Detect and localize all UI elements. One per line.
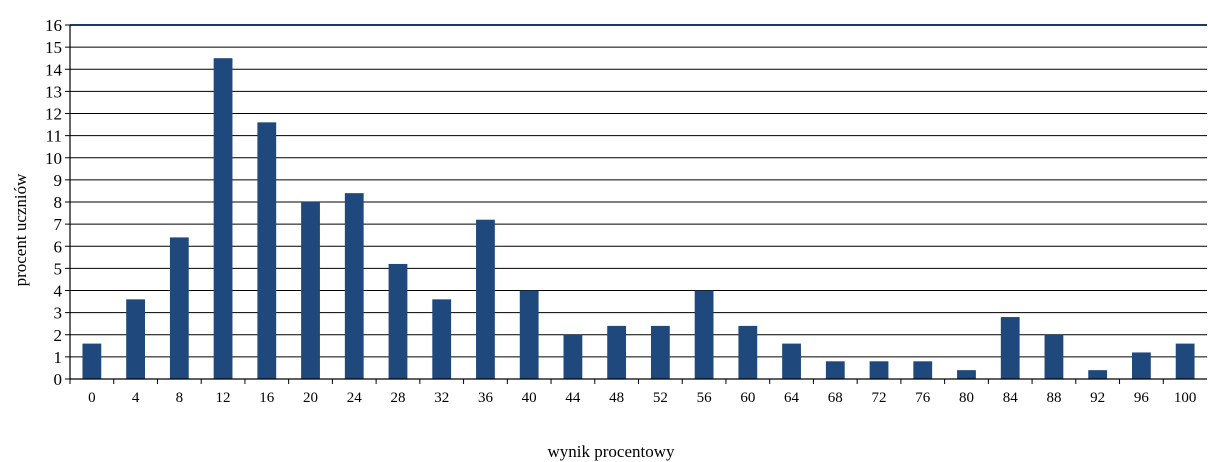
x-tick-label: 84	[1003, 390, 1019, 406]
x-tick-label: 28	[390, 390, 405, 406]
bar-88	[1044, 334, 1064, 379]
bar-92	[1088, 370, 1108, 379]
bar-80	[957, 370, 976, 379]
bar-16	[257, 122, 277, 379]
y-tick-label: 2	[54, 326, 63, 345]
x-tick-label: 36	[478, 390, 494, 406]
y-tick-label: 6	[54, 237, 63, 256]
x-tick-label: 60	[740, 390, 755, 406]
bar-48	[607, 325, 627, 379]
gridlines	[70, 24, 1207, 358]
y-tick-label: 14	[45, 60, 63, 79]
bar-52	[650, 325, 670, 379]
x-tick-label: 20	[303, 390, 318, 406]
bars	[82, 58, 1195, 379]
x-tick-label: 72	[872, 390, 887, 406]
x-tick-label: 48	[609, 390, 624, 406]
bar-24	[344, 193, 364, 379]
y-tick-label: 16	[45, 16, 62, 35]
bar-4	[126, 299, 145, 379]
y-tick-label: 0	[54, 370, 63, 389]
y-tick-label: 9	[54, 171, 63, 190]
x-axis-ticks: 0 4 8 12 16 20 24 28 32 36 40 44 48 52 56 60 64 68 72 76 80 8…	[69, 379, 1197, 406]
bar-40	[519, 290, 539, 379]
bar-32	[432, 299, 452, 379]
bar-44	[563, 334, 583, 379]
bar-56	[694, 290, 714, 379]
x-tick-label: 16	[259, 390, 275, 406]
bar-36	[476, 219, 495, 379]
bar-0	[82, 343, 102, 379]
bar-8	[169, 237, 189, 379]
x-tick-label: 76	[915, 390, 931, 406]
y-tick-label: 4	[54, 282, 63, 301]
x-tick-label: 52	[653, 390, 668, 406]
x-tick-label: 56	[697, 390, 713, 406]
x-tick-label: 12	[216, 390, 231, 406]
bar-84	[1000, 317, 1020, 379]
y-tick-label: 5	[54, 259, 63, 278]
y-tick-label: 3	[54, 304, 63, 323]
bar-72	[869, 361, 889, 379]
bar-20	[301, 202, 320, 379]
bar-12	[213, 58, 233, 379]
x-tick-label: 64	[784, 390, 800, 406]
x-tick-label: 80	[959, 390, 974, 406]
x-tick-label: 4	[132, 390, 140, 406]
x-tick-label: 40	[522, 390, 537, 406]
x-tick-label: 8	[176, 390, 184, 406]
x-axis-title: wynik procentowy	[547, 442, 675, 461]
x-tick-label: 92	[1090, 390, 1105, 406]
x-tick-label: 32	[434, 390, 449, 406]
x-tick-label: 68	[828, 390, 843, 406]
y-tick-label: 11	[46, 127, 62, 146]
x-tick-label: 44	[565, 390, 581, 406]
bar-76	[913, 361, 933, 379]
y-tick-label: 13	[45, 82, 62, 101]
x-tick-label: 96	[1134, 390, 1150, 406]
y-tick-label: 8	[54, 193, 63, 212]
y-axis-title: procent uczniów	[11, 173, 30, 287]
bar-100	[1175, 343, 1195, 379]
y-tick-label: 15	[45, 38, 62, 57]
bar-96	[1132, 352, 1151, 379]
y-tick-label: 1	[54, 348, 63, 367]
x-tick-label: 100	[1174, 390, 1197, 406]
y-tick-label: 12	[45, 105, 62, 124]
bar-28	[388, 263, 408, 379]
x-tick-label: 0	[88, 390, 96, 406]
y-tick-label: 7	[54, 215, 63, 234]
x-tick-label: 88	[1046, 390, 1061, 406]
bar-68	[825, 361, 845, 379]
bar-60	[738, 325, 758, 379]
bar-64	[782, 343, 801, 379]
x-tick-label: 24	[347, 390, 363, 406]
y-tick-label: 10	[45, 149, 62, 168]
